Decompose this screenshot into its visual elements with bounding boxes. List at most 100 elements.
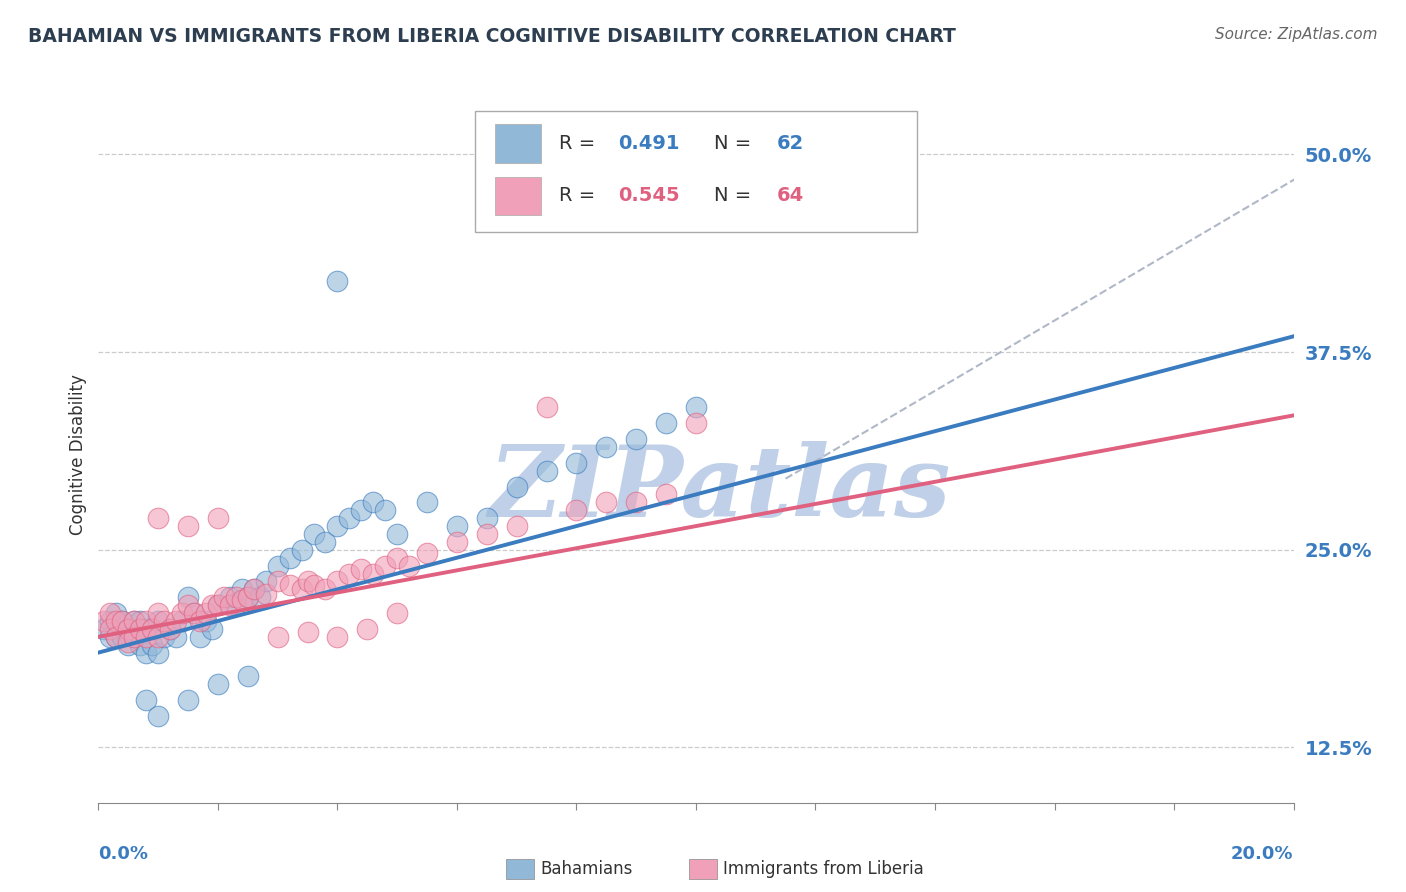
Point [148, 708, 170, 723]
Point [159, 622, 181, 636]
Point [236, 591, 259, 605]
Point [135, 614, 157, 628]
Text: R =: R = [558, 186, 600, 205]
Point [339, 511, 360, 525]
Point [148, 646, 170, 660]
Point [385, 550, 409, 565]
Point [135, 622, 157, 636]
Text: 0.491: 0.491 [619, 134, 679, 153]
Point [243, 582, 266, 597]
Point [105, 630, 128, 644]
Point [141, 622, 163, 636]
Point [475, 527, 498, 541]
Point [183, 606, 205, 620]
Point [117, 634, 139, 648]
Point [326, 519, 349, 533]
Point [254, 574, 277, 589]
Point [416, 495, 439, 509]
Point [416, 546, 439, 560]
Point [207, 598, 229, 612]
Point [159, 622, 181, 636]
Point [100, 630, 122, 644]
Point [105, 630, 128, 644]
Text: 0.545: 0.545 [619, 186, 681, 205]
Point [278, 577, 301, 591]
Point [207, 511, 229, 525]
Text: Source: ZipAtlas.com: Source: ZipAtlas.com [1215, 27, 1378, 42]
Point [188, 614, 211, 628]
Point [278, 550, 301, 565]
Point [506, 519, 529, 533]
Point [105, 606, 128, 620]
Point [165, 630, 187, 644]
Point [124, 630, 146, 644]
Point [117, 638, 139, 652]
Point [129, 614, 152, 628]
Point [135, 630, 157, 644]
Point [129, 622, 152, 636]
Point [225, 591, 247, 605]
Point [297, 574, 319, 589]
Point [595, 495, 617, 509]
Point [398, 558, 420, 573]
Point [212, 591, 235, 605]
Point [188, 630, 211, 644]
Point [475, 511, 498, 525]
Point [231, 582, 253, 597]
Text: Immigrants from Liberia: Immigrants from Liberia [723, 860, 924, 878]
Point [267, 558, 290, 573]
Point [219, 591, 242, 605]
Point [219, 598, 242, 612]
Point [291, 582, 314, 597]
Point [141, 622, 163, 636]
Point [236, 669, 259, 683]
Point [326, 630, 349, 644]
Point [339, 566, 360, 581]
Point [363, 566, 385, 581]
Point [350, 503, 373, 517]
Point [356, 622, 378, 636]
Point [153, 614, 176, 628]
Point [225, 598, 247, 612]
Point [148, 511, 170, 525]
Point [100, 606, 122, 620]
Point [236, 591, 259, 605]
Point [124, 630, 146, 644]
Point [267, 574, 290, 589]
Point [446, 519, 468, 533]
Point [302, 527, 325, 541]
Point [536, 464, 558, 478]
Point [446, 534, 468, 549]
Point [93, 622, 115, 636]
Point [207, 677, 229, 691]
Point [302, 577, 325, 591]
Point [111, 614, 134, 628]
Point [93, 614, 115, 628]
Text: 0.0%: 0.0% [98, 845, 149, 863]
Point [201, 598, 224, 612]
Point [153, 630, 176, 644]
Point [363, 495, 385, 509]
Point [207, 598, 229, 612]
Point [385, 606, 409, 620]
Point [111, 614, 134, 628]
Point [148, 614, 170, 628]
Point [595, 440, 617, 454]
Point [124, 614, 146, 628]
Point [254, 587, 277, 601]
Point [565, 503, 588, 517]
Point [267, 630, 290, 644]
Point [685, 417, 707, 431]
Y-axis label: Cognitive Disability: Cognitive Disability [69, 375, 87, 535]
Point [105, 614, 128, 628]
Bar [495, 177, 540, 215]
Point [326, 574, 349, 589]
Point [172, 614, 194, 628]
FancyBboxPatch shape [475, 111, 917, 232]
Text: ZIPatlas: ZIPatlas [489, 442, 950, 538]
Text: N =: N = [714, 186, 758, 205]
Point [243, 582, 266, 597]
Point [135, 693, 157, 707]
Point [565, 456, 588, 470]
Point [350, 562, 373, 576]
